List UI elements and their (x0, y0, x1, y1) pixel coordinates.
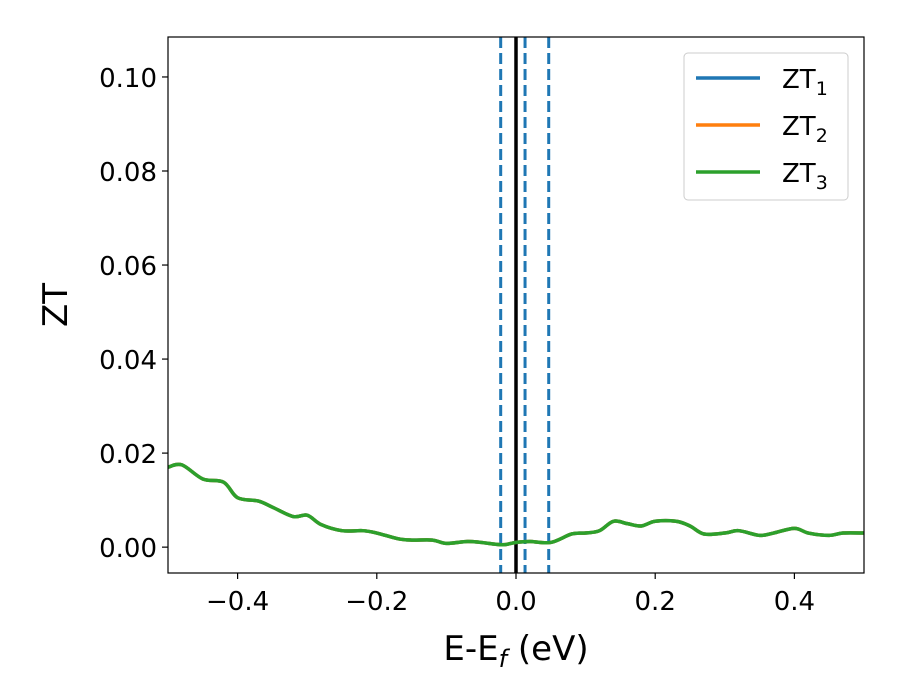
y-tick-label: 0.02 (99, 440, 157, 470)
y-tick-label: 0.08 (99, 158, 157, 188)
x-tick-label: 0.0 (495, 587, 536, 617)
y-tick-label: 0.06 (99, 252, 157, 282)
y-tick-label: 0.00 (99, 534, 157, 564)
y-tick-label: 0.04 (99, 346, 157, 376)
legend-label-zt3: ZT3 (782, 159, 828, 194)
y-axis-title: ZT (36, 283, 76, 327)
series-line-zt3 (167, 462, 865, 547)
x-axis: −0.4 −0.2 0.0 0.2 0.4 (206, 573, 815, 617)
y-tick-label: 0.10 (99, 64, 157, 94)
vertical-lines (499, 37, 551, 573)
x-tick-label: 0.4 (774, 587, 815, 617)
x-axis-title: E-Ef (eV) (443, 629, 588, 673)
series-lines (167, 462, 865, 547)
x-tick-label: −0.4 (206, 587, 269, 617)
x-tick-label: −0.2 (345, 587, 408, 617)
x-tick-label: 0.2 (635, 587, 676, 617)
y-axis: 0.00 0.02 0.04 0.06 0.08 0.10 (99, 64, 168, 564)
legend: ZT1 ZT2 ZT3 (683, 52, 849, 201)
legend-label-zt2: ZT2 (782, 112, 828, 147)
legend-box (683, 52, 849, 201)
legend-label-zt1: ZT1 (782, 65, 828, 100)
